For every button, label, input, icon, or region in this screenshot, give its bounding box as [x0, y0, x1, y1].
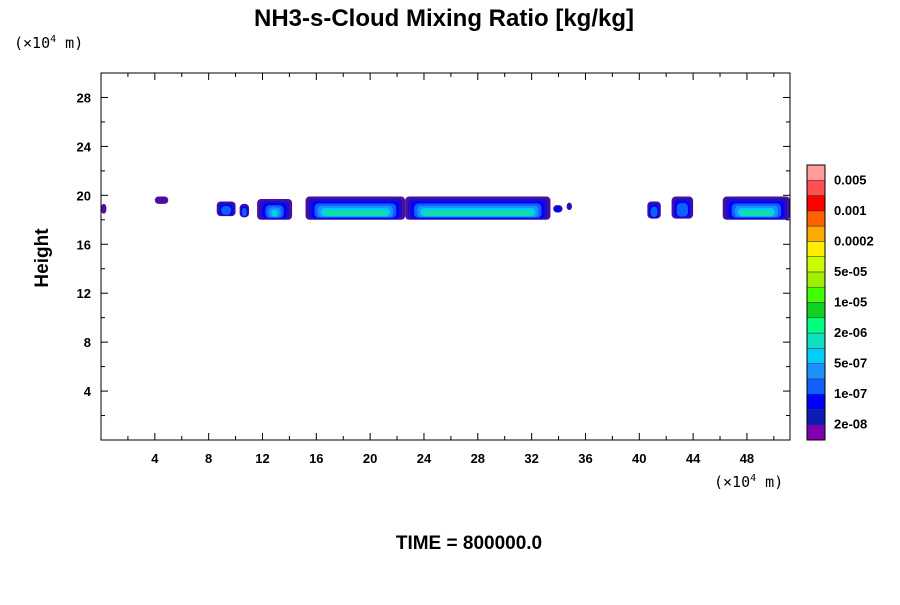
x-tick-label: 4 [151, 451, 159, 466]
y-tick-label: 4 [84, 384, 92, 399]
cloud-band [221, 205, 232, 215]
colorbar-swatch [806, 409, 826, 425]
y-tick-label: 20 [77, 188, 91, 203]
colorbar-swatch [806, 424, 826, 441]
colorbar-label: 5e-07 [834, 356, 867, 371]
y-axis-label: Height [32, 228, 53, 288]
colorbar-swatch [806, 180, 826, 196]
chart-title: NH3-s-Cloud Mixing Ratio [kg/kg] [254, 5, 634, 32]
time-label: TIME = 800000.0 [396, 533, 542, 554]
x-tick-label: 12 [255, 451, 269, 466]
colorbar-swatch [806, 317, 826, 334]
y-tick-label: 24 [77, 139, 92, 154]
colorbar-label: 2e-06 [834, 325, 867, 340]
colorbar-label: 0.005 [834, 172, 867, 187]
cloud-band [101, 203, 107, 214]
colorbar-swatch [806, 256, 826, 273]
colorbar-label: 2e-08 [834, 417, 867, 432]
colorbar-swatch [806, 363, 826, 380]
cloud-band [740, 210, 772, 216]
colorbar-swatch [806, 210, 826, 227]
colorbar-swatch [806, 332, 826, 349]
x-axis: 4 8 12 16 20 24 28 32 36 40 44 48 [127, 73, 775, 466]
colorbar-label: 0.001 [834, 203, 867, 218]
x-axis-unit: (×104 m) [714, 473, 783, 491]
x-tick-label: 24 [417, 451, 432, 466]
colorbar-swatch [806, 286, 826, 303]
colorbar-swatch [806, 302, 826, 319]
cloud-band [273, 211, 276, 217]
cloud-band [154, 196, 169, 204]
colorbar-swatch [806, 271, 826, 288]
y-tick-label: 28 [77, 90, 91, 105]
colorbar-swatch [806, 195, 826, 212]
cloud-band [650, 206, 658, 218]
plot-area [101, 73, 790, 440]
cloud-band [323, 210, 388, 216]
x-tick-label: 8 [205, 451, 212, 466]
cloud-band [423, 210, 533, 216]
x-tick-label: 20 [363, 451, 377, 466]
x-tick-label: 16 [309, 451, 323, 466]
colorbar-swatch [806, 225, 826, 242]
colorbar-label: 5e-05 [834, 264, 867, 279]
y-axis-unit: (×104 m) [14, 34, 83, 52]
y-tick-label: 8 [84, 335, 91, 350]
colorbar-label: 0.0002 [834, 233, 874, 248]
colorbar-swatch [806, 164, 826, 181]
y-axis: 4 8 12 16 20 24 28 [77, 90, 790, 417]
x-tick-label: 28 [471, 451, 485, 466]
colorbar-swatch [806, 348, 826, 364]
cloud-band [567, 203, 572, 210]
cloud-band [676, 203, 688, 217]
colorbar-label: 1e-07 [834, 386, 867, 401]
colorbar-frame [806, 164, 826, 441]
colorbar-swatch [806, 241, 826, 257]
x-tick-label: 32 [524, 451, 538, 466]
colorbar-swatch [806, 393, 826, 410]
colorbar-swatch [806, 378, 826, 395]
x-tick-label: 36 [578, 451, 592, 466]
x-tick-label: 48 [740, 451, 754, 466]
colorbar-label: 1e-05 [834, 295, 867, 310]
cloud-layer [101, 196, 790, 220]
x-tick-label: 40 [632, 451, 646, 466]
plot-frame [100, 72, 791, 441]
x-tick-label: 44 [686, 451, 701, 466]
y-tick-label: 16 [77, 237, 91, 252]
y-tick-label: 12 [77, 286, 91, 301]
cloud-band [241, 207, 247, 217]
colorbar: 2e-08 1e-07 5e-07 2e-06 1e-05 5e-05 0.0002 0.00… [806, 164, 874, 441]
cloud-band [554, 206, 562, 213]
